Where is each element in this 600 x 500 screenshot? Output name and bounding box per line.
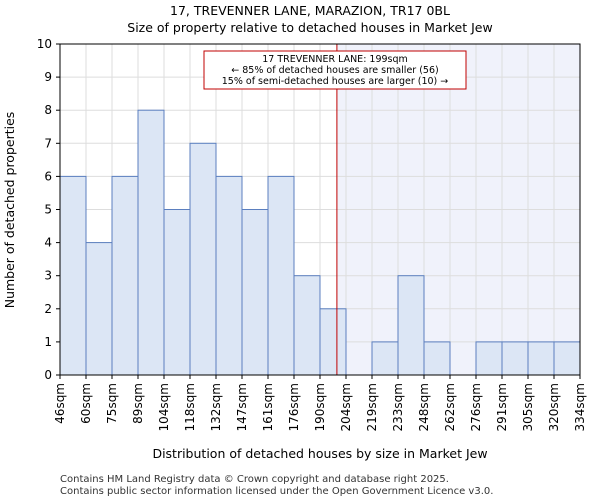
bar-190sqm [319,308,347,376]
x-tick-label-118sqm: 118sqm [183,383,197,431]
bar-176sqm [293,275,321,376]
y-tick-label-5: 5 [44,203,52,217]
x-tick-label-233sqm: 233sqm [391,383,405,431]
bar-305sqm [527,341,555,376]
bar-147sqm [241,209,269,376]
bars-group [59,109,581,376]
plot-frame [59,43,581,376]
bar-132sqm [215,175,243,376]
x-tick-label-305sqm: 305sqm [521,383,535,431]
x-tick-label-219sqm: 219sqm [365,383,379,431]
x-axis-ticks: 46sqm 60sqm 75sqm 89sqm 104sqm 118sqm 132sqm 14… [53,375,587,431]
y-tick-label-0: 0 [44,368,52,382]
x-tick-label-320sqm: 320sqm [547,383,561,431]
y-tick-label-8: 8 [44,103,52,117]
bar-320sqm [553,341,581,376]
y-tick-label-1: 1 [44,335,52,349]
x-tick-label-161sqm: 161sqm [261,383,275,431]
footer-line-2: Contains public sector information licen… [60,486,493,497]
annotation-line-1: 17 TREVENNER LANE: 199sqm [262,54,408,65]
bar-75sqm [111,175,139,376]
y-tick-label-7: 7 [44,136,52,150]
chart-title: 17, TREVENNER LANE, MARAZION, TR17 0BL [170,3,450,18]
y-tick-label-6: 6 [44,169,52,183]
bar-89sqm [137,109,165,376]
annotation-box [203,50,467,90]
bar-233sqm [397,275,425,376]
x-tick-label-75sqm: 75sqm [105,383,119,424]
x-tick-label-46sqm: 46sqm [53,383,67,424]
bar-104sqm [163,209,191,376]
x-tick-label-147sqm: 147sqm [235,383,249,431]
footer-line-1: Contains HM Land Registry data © Crown c… [60,474,449,485]
bar-291sqm [501,341,529,376]
x-tick-label-60sqm: 60sqm [79,383,93,424]
bar-46sqm [59,175,87,376]
x-tick-label-176sqm: 176sqm [287,383,301,431]
y-axis-label: Number of detached properties [2,112,17,309]
y-tick-label-9: 9 [44,70,52,84]
x-tick-label-262sqm: 262sqm [443,383,457,431]
x-tick-label-190sqm: 190sqm [313,383,327,431]
x-tick-label-291sqm: 291sqm [495,383,509,431]
y-axis-ticks: 0 1 2 3 4 5 6 7 8 9 10 [37,37,60,382]
annotation-line-3: 15% of semi-detached houses are larger (… [222,76,449,87]
bar-219sqm [371,341,399,376]
y-tick-label-10: 10 [37,37,52,51]
x-tick-label-204sqm: 204sqm [339,383,353,431]
chart-subtitle: Size of property relative to detached ho… [127,20,492,35]
x-tick-label-276sqm: 276sqm [469,383,483,431]
bar-276sqm [475,341,503,376]
x-tick-label-248sqm: 248sqm [417,383,431,431]
bar-60sqm [85,242,113,376]
bar-248sqm [423,341,451,376]
x-tick-label-132sqm: 132sqm [209,383,223,431]
x-tick-label-89sqm: 89sqm [131,383,145,424]
y-tick-label-4: 4 [44,236,52,250]
y-tick-label-3: 3 [44,269,52,283]
bar-161sqm [267,175,295,376]
bar-118sqm [189,142,217,376]
x-axis-label: Distribution of detached houses by size … [152,446,487,461]
x-tick-label-104sqm: 104sqm [157,383,171,431]
x-tick-label-334sqm: 334sqm [573,383,587,431]
y-tick-label-2: 2 [44,302,52,316]
annotation-line-2: ← 85% of detached houses are smaller (56… [231,65,438,76]
